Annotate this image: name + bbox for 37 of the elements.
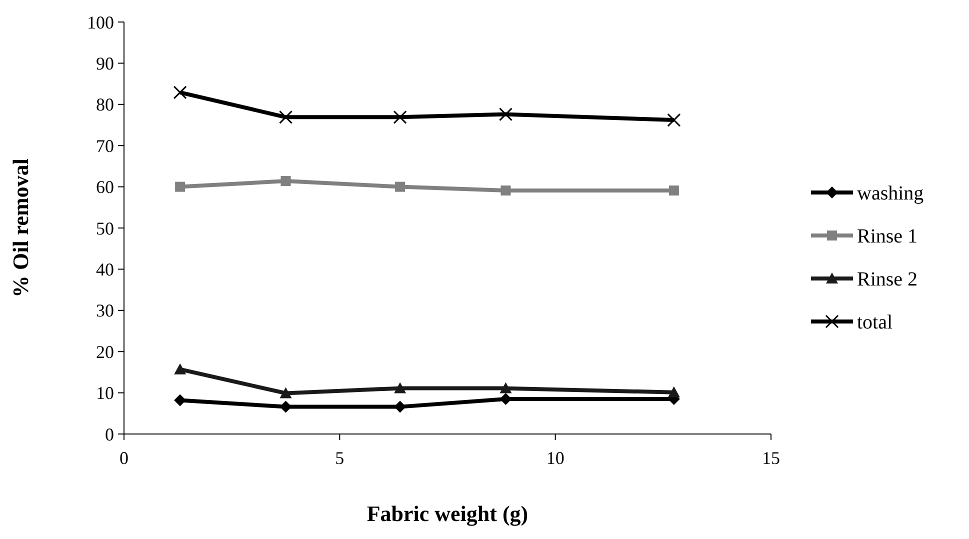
point: [280, 176, 291, 186]
legend-label: total: [857, 312, 893, 334]
y-tick-label: 30: [96, 300, 114, 321]
point: [394, 400, 406, 413]
x-axis-title: Fabric weight (g): [366, 501, 528, 526]
y-tick-label: 10: [96, 383, 114, 404]
point: [394, 382, 406, 394]
y-tick-label: 60: [96, 177, 114, 198]
point: [173, 86, 187, 100]
y-tick-label: 50: [96, 218, 114, 238]
x-tick-label: 15: [762, 448, 780, 468]
point: [279, 110, 292, 124]
legend-label: Rinse 2: [857, 268, 918, 290]
point: [500, 382, 512, 394]
legend-label: Rinse 1: [857, 226, 918, 248]
y-tick-label: 0: [105, 424, 114, 444]
point: [395, 182, 406, 192]
point: [668, 186, 679, 196]
x-tick-label: 10: [546, 448, 564, 468]
x-tick-label: 5: [335, 448, 344, 468]
point: [498, 108, 512, 122]
y-tick-label: 70: [96, 136, 114, 156]
y-tick-label: 40: [96, 260, 114, 280]
point: [667, 113, 681, 127]
point: [668, 386, 680, 398]
point: [175, 182, 186, 192]
y-tick-label: 20: [96, 342, 114, 362]
point: [280, 387, 292, 398]
point: [174, 363, 186, 374]
point: [500, 186, 511, 196]
y-tick-label: 90: [96, 54, 114, 74]
y-axis-title: % Oil removal: [8, 158, 33, 298]
y-tick-label: 100: [87, 12, 114, 32]
legend-label: washing: [857, 182, 924, 204]
point: [393, 110, 407, 124]
y-tick-label: 80: [96, 94, 114, 115]
x-tick-label: 0: [120, 448, 128, 468]
